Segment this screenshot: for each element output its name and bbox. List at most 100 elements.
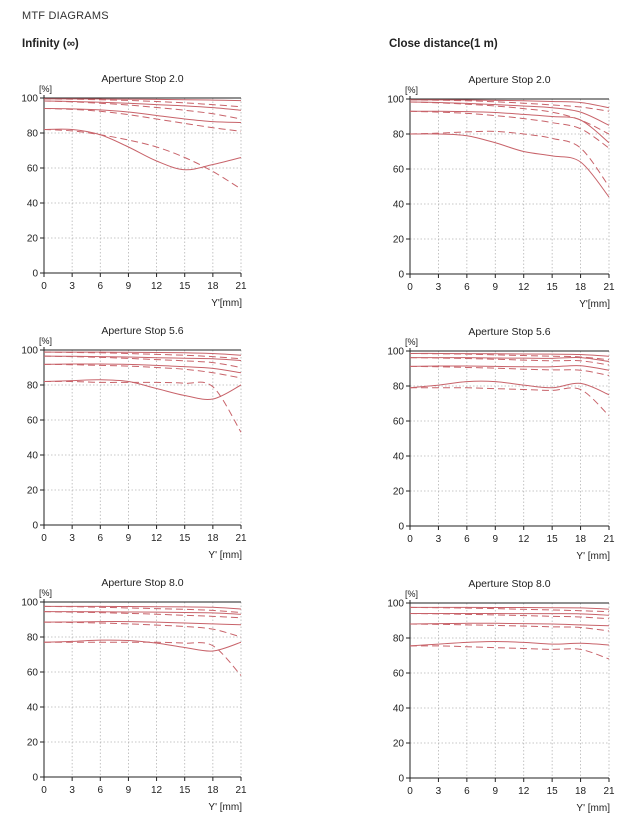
mtf-curve-solid-3: [43, 611, 242, 615]
y-tick-label: 40: [27, 703, 39, 714]
y-tick-label: 60: [393, 669, 405, 680]
x-tick-label: 15: [547, 786, 559, 797]
x-tick-label: 12: [518, 534, 530, 545]
x-tick-label: 21: [603, 786, 615, 797]
x-tick-label: 6: [98, 533, 104, 544]
x-tick-label: 6: [464, 534, 470, 545]
y-tick-label: 80: [393, 382, 405, 393]
mtf-curve-solid-7: [409, 380, 610, 396]
y-tick-label: 0: [398, 522, 404, 533]
mtf-curve-dashed-6: [43, 621, 242, 638]
page-title: MTF DIAGRAMS: [22, 10, 109, 22]
mtf-curve-dashed-6: [409, 365, 610, 376]
x-tick-label: 12: [518, 282, 530, 293]
x-tick-label: 18: [575, 786, 587, 797]
x-tick-label: 18: [207, 785, 219, 796]
mtf-curve-solid-3: [43, 355, 242, 361]
mtf-curve-solid-5: [43, 621, 242, 626]
x-axis-label: Y' [mm]: [208, 550, 242, 561]
mtf-curve-dashed-8: [410, 387, 610, 417]
mtf-curve-dashed-4: [43, 611, 242, 619]
x-tick-label: 15: [547, 282, 559, 293]
mtf-curve-solid-5: [409, 365, 610, 371]
x-axis-label: Y'[mm]: [211, 298, 242, 309]
mtf-curve-solid-7: [43, 379, 242, 400]
x-tick-label: 12: [151, 281, 163, 292]
y-tick-label: 100: [21, 598, 38, 609]
x-tick-label: 12: [151, 785, 163, 796]
x-tick-label: 3: [436, 534, 442, 545]
x-tick-label: 3: [436, 282, 442, 293]
mtf-curve-dashed-4: [409, 613, 610, 620]
x-axis-label: Y' [mm]: [576, 803, 610, 814]
x-tick-label: 18: [575, 534, 587, 545]
x-tick-label: 15: [179, 533, 191, 544]
chart-title: Aperture Stop 8.0: [101, 577, 183, 589]
x-tick-label: 0: [41, 785, 47, 796]
mtf-curve-solid-1: [409, 99, 610, 109]
y-tick-label: 20: [393, 235, 405, 246]
chart-title: Aperture Stop 2.0: [101, 73, 183, 85]
y-tick-label: 0: [32, 773, 38, 784]
y-tick-label: 60: [393, 165, 405, 176]
mtf-curve-solid-3: [409, 101, 610, 126]
mtf-curve-dashed-2: [43, 351, 242, 360]
mtf-curve-dashed-2: [43, 605, 242, 613]
x-tick-label: 9: [493, 786, 499, 797]
y-tick-label: 80: [27, 633, 39, 644]
mtf-curve-solid-7: [43, 128, 242, 171]
mtf-curve-dashed-4: [409, 357, 610, 366]
y-tick-label: 20: [27, 234, 39, 245]
y-unit-label: [%]: [39, 84, 52, 94]
mtf-curve-dashed-8: [44, 641, 242, 676]
y-tick-label: 20: [393, 487, 405, 498]
y-tick-label: 20: [393, 739, 405, 750]
mtf-curve-dashed-2: [409, 352, 610, 361]
y-tick-label: 0: [398, 774, 404, 785]
mtf-curve-dashed-2: [43, 98, 242, 108]
mtf-curve-solid-3: [43, 100, 242, 111]
y-tick-label: 0: [32, 521, 38, 532]
y-tick-label: 40: [27, 199, 39, 210]
mtf-curve-dashed-6: [409, 110, 610, 149]
y-tick-label: 80: [393, 634, 405, 645]
x-tick-label: 21: [603, 282, 615, 293]
x-tick-label: 18: [575, 282, 587, 293]
mtf-curve-solid-3: [409, 357, 610, 362]
mtf-curve-solid-7: [409, 640, 610, 647]
x-tick-label: 0: [407, 786, 413, 797]
mtf-curve-solid-1: [44, 351, 242, 356]
x-tick-label: 21: [235, 281, 247, 292]
x-tick-label: 12: [518, 786, 530, 797]
mtf-chart-3: Aperture Stop 5.6 [%] 0 20 40 60 80 100 0 3 6 9 12 15…: [21, 325, 247, 561]
y-tick-label: 0: [398, 270, 404, 281]
y-tick-label: 60: [27, 416, 39, 427]
mtf-curve-dashed-6: [43, 363, 242, 379]
mtf-chart-2: Aperture Stop 2.0 [%] 0 20 40 60 80 100 0 3 6 9 12 15…: [387, 74, 615, 310]
mtf-curve-dashed-2: [409, 99, 610, 112]
x-tick-label: 0: [41, 533, 47, 544]
y-tick-label: 80: [27, 129, 39, 140]
mtf-curve-solid-5: [409, 110, 610, 144]
y-tick-label: 60: [393, 417, 405, 428]
x-tick-label: 9: [126, 533, 132, 544]
y-tick-label: 100: [21, 94, 38, 105]
x-tick-label: 18: [207, 281, 219, 292]
mtf-chart-1: Aperture Stop 2.0 [%] 0 20 40 60 80 100 0 3 6 9 12 15…: [21, 73, 247, 309]
mtf-curve-dashed-8: [409, 645, 610, 660]
x-tick-label: 3: [436, 786, 442, 797]
mtf-curve-solid-5: [43, 108, 242, 123]
mtf-curve-dashed-8: [43, 129, 242, 190]
close-distance-heading: Close distance(1 m): [389, 38, 498, 50]
x-tick-label: 3: [69, 785, 75, 796]
infinity-heading: Infinity (∞): [22, 38, 79, 50]
y-tick-label: 80: [393, 130, 405, 141]
mtf-curve-dashed-6: [409, 623, 610, 632]
mtf-curve-dashed-8: [409, 130, 610, 187]
x-tick-label: 6: [464, 282, 470, 293]
mtf-curve-solid-3: [409, 612, 610, 616]
mtf-curve-solid-1: [43, 98, 242, 102]
x-tick-label: 3: [69, 533, 75, 544]
chart-title: Aperture Stop 8.0: [468, 578, 550, 590]
